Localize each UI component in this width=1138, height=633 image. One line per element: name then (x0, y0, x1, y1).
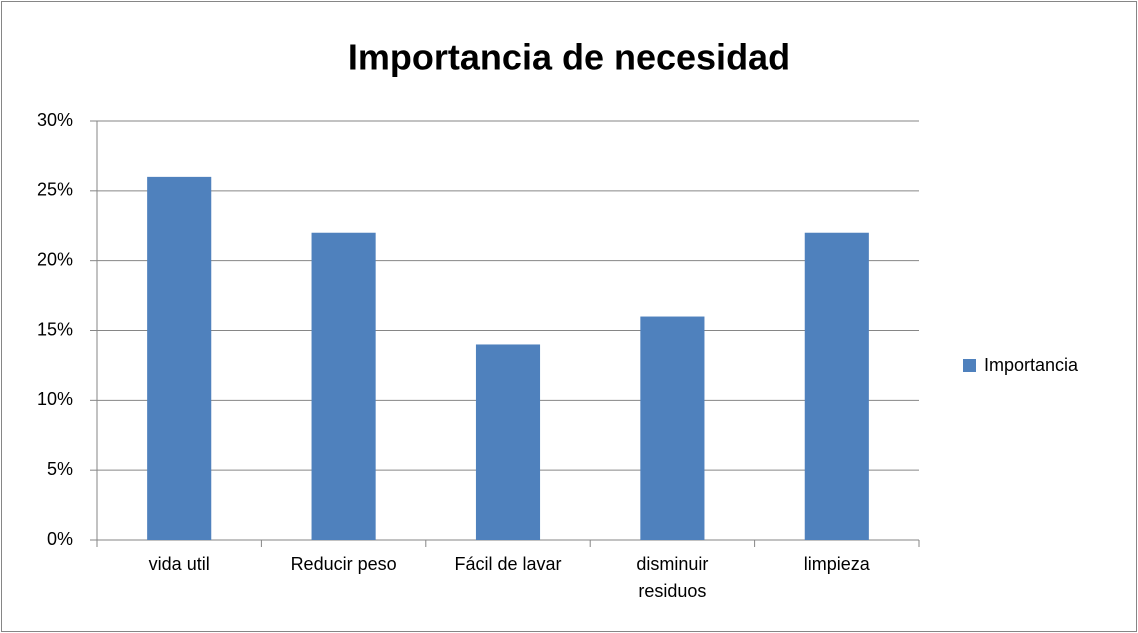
bar (640, 316, 705, 540)
bar (475, 344, 541, 540)
bar (804, 232, 869, 540)
legend-label: Importancia (984, 355, 1079, 375)
bar (147, 176, 212, 540)
y-tick-label: 10% (37, 389, 73, 409)
x-tick-label: vida util (148, 554, 210, 574)
chart-title: Importancia de necesidad (348, 37, 790, 78)
y-tick-label: 0% (47, 529, 73, 549)
legend-swatch (963, 359, 976, 372)
y-tick-label: 5% (47, 459, 73, 479)
x-tick-label: Fácil de lavar (454, 554, 562, 574)
y-tick-label: 30% (37, 110, 73, 130)
y-tick-label: 20% (37, 249, 73, 269)
x-tick-label: Reducir peso (290, 554, 397, 574)
x-tick-label: disminuir residuos (636, 554, 709, 601)
y-tick-label: 25% (37, 180, 73, 200)
bar (311, 232, 376, 540)
y-tick-label: 15% (37, 319, 73, 339)
x-tick-label: limpieza (803, 554, 870, 574)
